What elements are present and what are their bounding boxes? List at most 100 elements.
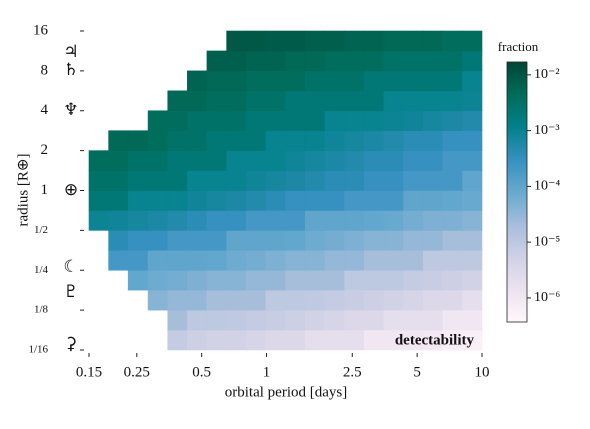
heatmap-cell	[363, 269, 385, 291]
heatmap-cell	[226, 230, 247, 251]
x-tick-label: 5	[413, 364, 421, 380]
heatmap-cell	[304, 289, 326, 311]
heatmap-cell	[127, 150, 149, 171]
heatmap-cell	[127, 130, 149, 151]
heatmap-cell	[363, 130, 385, 151]
heatmap-cell	[187, 190, 208, 211]
heatmap-cell	[265, 30, 286, 52]
heatmap-cell	[442, 150, 463, 171]
heatmap-cell	[422, 150, 444, 171]
heatmap-cell	[383, 309, 404, 331]
heatmap-cell	[403, 50, 424, 72]
heatmap-cell	[187, 249, 208, 271]
heatmap-cell	[403, 210, 424, 231]
heatmap-cell	[304, 329, 326, 351]
heatmap-cell	[344, 110, 365, 131]
heatmap-cell	[265, 269, 286, 291]
heatmap-cell	[422, 230, 444, 251]
heatmap-cell	[383, 110, 404, 131]
heatmap-cell	[285, 170, 306, 191]
heatmap-cell	[285, 309, 306, 331]
heatmap-cell	[422, 130, 444, 151]
heatmap-cell	[108, 130, 129, 151]
heatmap-cell	[383, 210, 404, 231]
heatmap-cell	[206, 110, 227, 131]
heatmap-cell	[422, 30, 444, 52]
heatmap-cell	[265, 210, 286, 231]
heatmap-cell	[265, 170, 286, 191]
heatmap-cell	[206, 150, 227, 171]
heatmap-cell	[324, 230, 345, 251]
heatmap-cell	[344, 50, 365, 72]
heatmap-cell	[383, 130, 404, 151]
heatmap-cell	[127, 230, 149, 251]
heatmap-cell	[127, 249, 149, 271]
heatmap-cell	[246, 230, 267, 251]
y-axis-label: radius [R⊕]	[15, 154, 31, 227]
heatmap-cell	[442, 30, 463, 52]
colorbar-tick-label: 10⁻⁵	[534, 234, 560, 249]
heatmap-cell	[324, 210, 345, 231]
planet-symbol: ☾	[63, 257, 78, 277]
heatmap-cell	[344, 170, 365, 191]
heatmap-cell	[206, 50, 227, 72]
heatmap-cell	[206, 70, 227, 92]
heatmap-cell	[383, 50, 404, 72]
heatmap-cell	[304, 110, 326, 131]
heatmap-cell	[246, 150, 267, 171]
heatmap-cell	[226, 329, 247, 351]
heatmap-cell	[187, 289, 208, 311]
heatmap-cell	[108, 249, 129, 271]
heatmap-cell	[108, 170, 129, 191]
heatmap-cell	[285, 289, 306, 311]
heatmap-cell	[187, 329, 208, 351]
x-tick-label: 0.25	[124, 364, 150, 380]
heatmap-cell	[363, 50, 385, 72]
heatmap-cell	[324, 309, 345, 331]
heatmap-cell	[285, 130, 306, 151]
heatmap-cell	[324, 289, 345, 311]
heatmap-cell	[403, 249, 424, 271]
heatmap-cell	[226, 110, 247, 131]
heatmap-cell	[324, 190, 345, 211]
heatmap-cell	[442, 90, 463, 112]
heatmap-cell	[462, 289, 483, 311]
heatmap-cell	[285, 269, 306, 291]
heatmap-cell	[265, 50, 286, 72]
heatmap-cell	[246, 190, 267, 211]
heatmap-cell	[265, 289, 286, 311]
heatmap-cell	[167, 309, 188, 331]
heatmap-cell	[246, 90, 267, 112]
heatmap-cell	[226, 249, 247, 271]
y-tick-label: 1/2	[34, 224, 48, 236]
heatmap-cell	[403, 269, 424, 291]
heatmap-cell	[285, 110, 306, 131]
heatmap-cell	[363, 249, 385, 271]
colorbar-label: fraction	[498, 39, 539, 54]
heatmap-cell	[344, 70, 365, 92]
heatmap-cell	[442, 170, 463, 191]
heatmap-cell	[206, 249, 227, 271]
heatmap-cell	[324, 329, 345, 351]
heatmap-cell	[422, 249, 444, 271]
heatmap-cell	[462, 210, 483, 231]
y-tick-label: 1/16	[28, 344, 48, 356]
heatmap-cell	[344, 130, 365, 151]
heatmap-cell	[226, 30, 247, 52]
heatmap-cell	[324, 110, 345, 131]
heatmap-cell	[403, 170, 424, 191]
annotation: detectability	[395, 332, 475, 348]
heatmap-cell	[383, 70, 404, 92]
heatmap-cell	[206, 210, 227, 231]
heatmap-cell	[462, 50, 483, 72]
colorbar-tick-label: 10⁻³	[534, 123, 560, 138]
heatmap-cell	[344, 269, 365, 291]
heatmap-cell	[304, 90, 326, 112]
heatmap-cell	[383, 289, 404, 311]
heatmap-cell	[462, 249, 483, 271]
heatmap-cell	[187, 170, 208, 191]
heatmap-cell	[422, 110, 444, 131]
y-tick-label: 1/8	[34, 304, 49, 316]
heatmap-cell	[422, 90, 444, 112]
heatmap-cell	[403, 289, 424, 311]
